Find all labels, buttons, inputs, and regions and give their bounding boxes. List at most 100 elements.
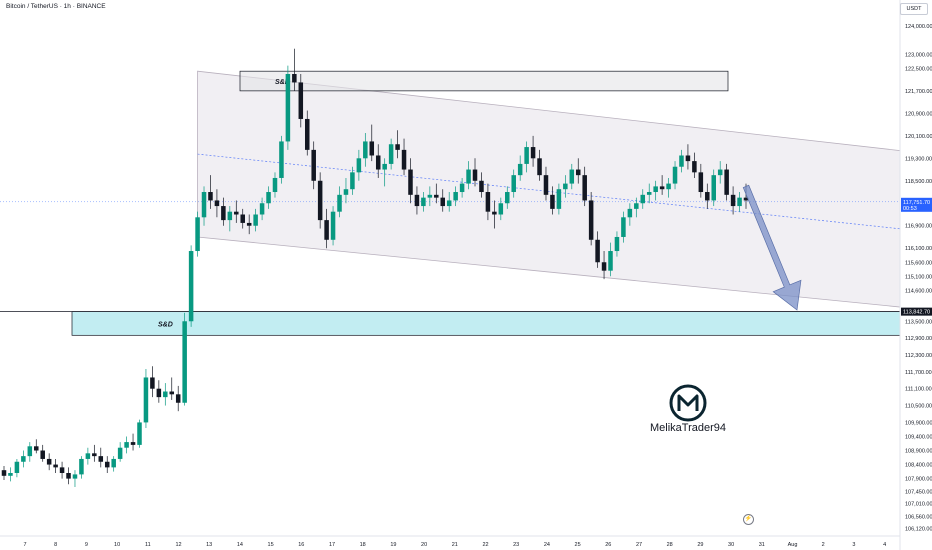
candle-body: [150, 377, 155, 389]
candle-body: [666, 183, 671, 190]
x-tick-label: 19: [390, 542, 396, 548]
candle-body: [188, 251, 194, 322]
candle-body: [466, 169, 471, 184]
x-tick-label: Aug: [788, 542, 798, 548]
candle-body: [246, 222, 252, 226]
x-tick-label: 30: [728, 542, 734, 548]
x-tick-label: 20: [421, 542, 427, 548]
candle-body: [104, 461, 110, 468]
price-tag-label: 113,842.70: [903, 310, 930, 316]
y-tick-label: 118,500.00: [905, 179, 932, 185]
candle-body: [350, 172, 355, 190]
candle-body: [72, 474, 78, 479]
candle-body: [27, 446, 33, 457]
candle-body: [646, 192, 652, 195]
candle-body: [401, 149, 407, 170]
x-tick-label: 18: [360, 542, 366, 548]
candle-body: [92, 453, 97, 457]
candle-body: [472, 169, 478, 181]
currency-button[interactable]: USDT: [900, 3, 928, 15]
y-tick-label: 111,100.00: [905, 387, 932, 393]
candle-body: [427, 194, 433, 198]
x-tick-label: 22: [482, 542, 488, 548]
candle-body: [743, 197, 749, 201]
x-tick-label: 31: [759, 542, 765, 548]
candle-body: [563, 183, 568, 190]
candle-body: [59, 467, 65, 473]
candle-body: [414, 194, 420, 207]
y-tick-label: 120,100.00: [905, 134, 932, 140]
candle-body: [253, 214, 258, 226]
x-tick-label: 9: [85, 542, 88, 548]
candle-body: [537, 158, 542, 176]
x-tick-label: 24: [544, 542, 550, 548]
candle-body: [304, 118, 310, 150]
y-tick-label: 123,000.00: [905, 52, 932, 58]
y-tick-label: 109,900.00: [905, 420, 932, 426]
candle-body: [492, 211, 497, 215]
y-tick-label: 106,560.00: [905, 514, 932, 520]
x-tick-label: 3: [852, 542, 855, 548]
x-tick-label: 16: [298, 542, 304, 548]
candle-body: [498, 203, 504, 215]
candle-body: [395, 144, 400, 150]
y-tick-label: 107,450.00: [905, 489, 932, 495]
candle-body: [182, 321, 187, 403]
candle-body: [21, 456, 26, 462]
candle-body: [137, 422, 142, 445]
candle-body: [130, 442, 136, 445]
candle-body: [124, 442, 129, 448]
x-tick-label: 2: [822, 542, 825, 548]
candle-body: [227, 211, 233, 221]
candle-body: [143, 377, 149, 423]
y-tick-label: 112,900.00: [905, 336, 932, 342]
candle-body: [724, 169, 729, 195]
candle-body: [653, 186, 658, 193]
candle-body: [8, 472, 13, 476]
candle-body: [375, 155, 381, 170]
y-tick-label: 124,000.00: [905, 24, 932, 30]
candle-body: [640, 194, 646, 204]
candle-body: [53, 464, 58, 468]
replay-icon[interactable]: ⚡: [743, 514, 754, 525]
candle-body: [479, 180, 484, 193]
candle-body: [440, 197, 446, 207]
candle-body: [1, 470, 7, 476]
y-tick-label: 122,500.00: [905, 66, 932, 72]
candle-body: [575, 169, 581, 176]
candle-body: [588, 200, 594, 240]
x-tick-label: 4: [883, 542, 886, 548]
candle-body: [698, 172, 704, 193]
x-tick-label: 13: [206, 542, 212, 548]
candle-body: [550, 194, 555, 209]
sd-zone-label: S&D: [275, 79, 290, 86]
candle-body: [408, 169, 413, 195]
price-tag-label: 117,751.70: [903, 200, 930, 206]
candle-body: [485, 192, 491, 212]
candle-body: [369, 141, 375, 156]
y-tick-label: 115,100.00: [905, 274, 932, 280]
candle-body: [737, 197, 742, 207]
candle-body: [34, 446, 39, 451]
candle-body: [266, 192, 271, 204]
brand-name: MelikaTrader94: [649, 422, 726, 434]
candle-body: [356, 158, 362, 173]
candle-body: [208, 192, 213, 201]
candle-body: [85, 453, 91, 459]
candle-body: [556, 189, 562, 209]
y-tick-label: 121,700.00: [905, 89, 932, 95]
projection-arrow: [742, 184, 802, 311]
y-tick-label: 110,500.00: [905, 404, 932, 410]
candle-body: [582, 175, 587, 201]
candle-body: [453, 192, 458, 201]
candle-body: [621, 217, 626, 237]
x-tick-label: 27: [636, 542, 642, 548]
x-tick-label: 14: [237, 542, 243, 548]
x-tick-label: 21: [452, 542, 458, 548]
y-tick-label: 119,300.00: [905, 156, 932, 162]
y-tick-label: 108,900.00: [905, 449, 932, 455]
candle-body: [363, 141, 368, 159]
candle-body: [317, 180, 323, 221]
